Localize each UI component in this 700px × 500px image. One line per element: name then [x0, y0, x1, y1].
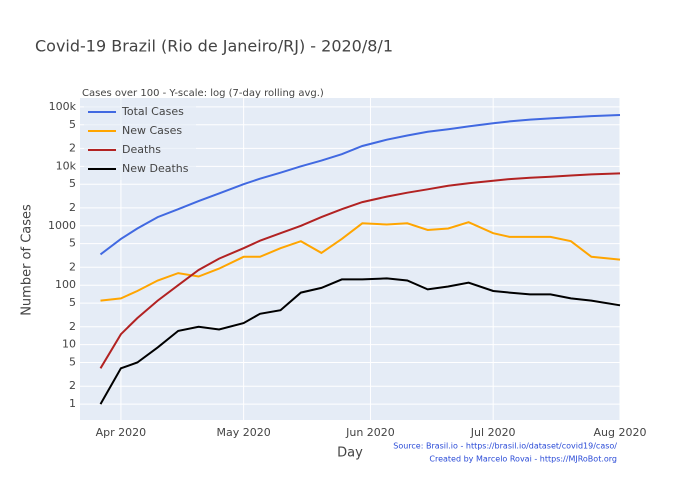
series-line: [99, 114, 621, 256]
y-tick-label: 5: [69, 118, 76, 131]
y-tick-label: 5: [69, 296, 76, 309]
y-tick-label: 10: [62, 338, 76, 351]
series-line: [100, 221, 621, 302]
source-note: Source: Brasil.io - https://brasil.io/da…: [393, 442, 617, 451]
chart-subtitle: Cases over 100 - Y-scale: log (7-day rol…: [82, 88, 324, 99]
x-tick-label: May 2020: [217, 426, 271, 439]
legend-label: Total Cases: [121, 105, 184, 118]
y-tick-label: 5: [69, 356, 76, 369]
x-tick-label: Jul 2020: [470, 426, 516, 439]
x-tick-label: Aug 2020: [594, 426, 647, 439]
y-tick-label: 1: [69, 397, 76, 410]
series-line: [99, 172, 621, 369]
y-tick-label: 5: [69, 237, 76, 250]
credit-note: Created by Marcelo Rovai - https://MJRoB…: [429, 455, 617, 464]
legend-label: Deaths: [122, 143, 161, 156]
y-tick-label: 2: [69, 379, 76, 392]
x-tick-label: Jun 2020: [345, 426, 395, 439]
y-tick-label: 100: [55, 278, 76, 291]
y-axis-title: Number of Cases: [20, 204, 35, 316]
chart-title: Covid-19 Brazil (Rio de Janeiro/RJ) - 20…: [35, 37, 393, 56]
legend-box: [84, 100, 196, 180]
x-axis-title: Day: [337, 446, 363, 461]
x-tick-label: Apr 2020: [96, 426, 147, 439]
y-tick-label: 2: [69, 141, 76, 154]
series-line: [99, 277, 621, 405]
y-tick-label: 2: [69, 201, 76, 214]
y-tick-label: 2: [69, 260, 76, 273]
y-tick-label: 100k: [49, 100, 77, 113]
y-tick-label: 5: [69, 177, 76, 190]
y-tick-label: 1000: [48, 219, 76, 232]
y-tick-label: 2: [69, 320, 76, 333]
legend-label: New Cases: [122, 124, 182, 137]
y-tick-label: 10k: [56, 159, 77, 172]
legend-label: New Deaths: [122, 162, 189, 175]
